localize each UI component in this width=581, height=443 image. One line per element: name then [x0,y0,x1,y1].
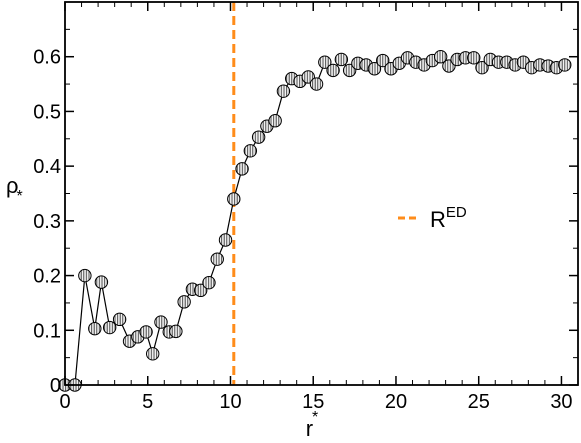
data-point [558,58,572,72]
legend: RED [398,204,467,232]
data-point [243,144,258,158]
x-tick-label: 0 [59,391,70,413]
data-point [227,192,241,206]
data-point [78,268,92,283]
x-tick-label: 15 [302,391,324,413]
data-point [334,52,349,67]
axes-frame [64,1,579,386]
data-point [88,321,102,336]
y-tick-label: 0.5 [33,101,61,123]
data-point [268,114,282,128]
y-tick-label: 0.3 [33,211,61,233]
data-point [202,275,216,290]
x-tick-label: 10 [219,391,241,413]
data-point [475,60,489,75]
data-point [318,55,332,69]
data-point [367,62,382,76]
y-tick-label: 0.1 [33,320,61,342]
data-point [154,315,168,329]
data-point [112,312,127,327]
data-point [326,63,340,78]
data-point [102,320,117,335]
y-tick-label: 0 [50,375,61,397]
data-point [139,325,153,339]
x-tick-label: 30 [550,391,572,413]
data-point [210,252,224,266]
y-axis-label: ρ* [6,173,23,205]
x-tick-label: 25 [468,391,490,413]
data-point [467,51,481,65]
y-tick-label: 0.4 [33,156,61,178]
data-point [94,275,109,289]
data-point [309,77,324,91]
data-point [169,324,183,339]
data-point [276,84,291,98]
data-point [193,283,208,298]
x-tick-label: 20 [385,391,407,413]
data-point [177,295,191,309]
data-point [433,50,448,64]
data-point [218,233,233,247]
data-point [235,162,249,176]
y-tick-label: 0.6 [33,47,61,69]
x-axis-label: r* [306,409,319,441]
y-tick-label: 0.2 [33,266,61,288]
legend-label: RED [430,204,467,232]
data-point [251,130,266,144]
x-tick-label: 5 [142,391,153,413]
data-point [146,347,160,361]
data-point [376,53,390,68]
